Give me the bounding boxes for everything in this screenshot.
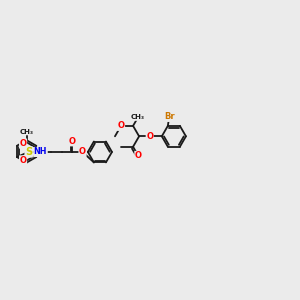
Text: NH: NH bbox=[34, 148, 47, 157]
Text: O: O bbox=[118, 122, 124, 130]
Text: Br: Br bbox=[164, 112, 175, 122]
Text: O: O bbox=[146, 132, 153, 141]
Text: CH₃: CH₃ bbox=[131, 114, 145, 120]
Text: S: S bbox=[25, 147, 32, 157]
Text: O: O bbox=[135, 152, 142, 160]
Text: O: O bbox=[20, 156, 27, 165]
Text: CH₃: CH₃ bbox=[20, 129, 34, 135]
Text: O: O bbox=[20, 139, 27, 148]
Text: O: O bbox=[79, 148, 86, 157]
Text: O: O bbox=[69, 137, 76, 146]
